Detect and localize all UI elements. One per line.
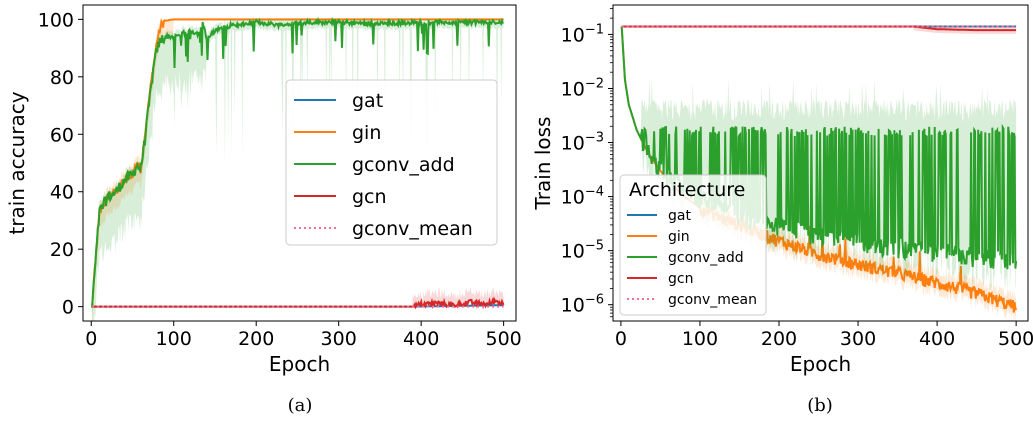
x-tick-label: 400 — [403, 328, 439, 350]
y-tick-label: 100 — [38, 9, 74, 31]
x-tick-label: 0 — [85, 328, 97, 350]
legend-label-gat: gat — [352, 90, 383, 112]
legend-box — [285, 79, 498, 246]
x-tick-label: 400 — [919, 328, 955, 350]
legend-label-gin: gin — [352, 122, 381, 144]
x-axis-label: Epoch — [790, 352, 851, 376]
y-axis-label: train accuracy — [5, 91, 29, 234]
legend-label-gconv_add: gconv_add — [668, 250, 744, 266]
x-tick-label: 100 — [682, 328, 718, 350]
series-line-gconv_add — [91, 16, 504, 308]
y-tick-label: 10−6 — [561, 293, 604, 317]
legend-label-gconv_mean: gconv_mean — [352, 218, 473, 240]
plot-area — [91, 16, 505, 321]
y-tick-label: 10−3 — [561, 131, 604, 155]
legend-label-gcn: gcn — [352, 186, 387, 208]
y-tick-label: 10−2 — [561, 76, 604, 100]
y-tick-label: 10−5 — [561, 239, 604, 263]
x-axis-label: Epoch — [269, 352, 330, 376]
legend-box — [619, 174, 767, 316]
x-tick-label: 300 — [321, 328, 357, 350]
y-axis-label: Train loss — [531, 117, 555, 211]
y-tick-label: 20 — [50, 239, 74, 261]
chart-caption: (b) — [807, 395, 833, 416]
y-tick-label: 10−1 — [561, 22, 604, 46]
series-line-gconv_add — [620, 26, 1018, 270]
x-tick-label: 100 — [156, 328, 192, 350]
axes-frame — [612, 4, 1029, 322]
legend-title: Architecture — [629, 179, 745, 201]
x-tick-label: 500 — [998, 328, 1033, 350]
y-tick-label: 60 — [50, 124, 74, 146]
legend-label-gin: gin — [668, 229, 690, 245]
x-tick-label: 200 — [238, 328, 274, 350]
series-line-gin — [91, 18, 504, 306]
legend-label-gcn: gcn — [668, 271, 693, 287]
y-tick-label: 40 — [50, 182, 74, 204]
chart-a: 0 100 200 300 400 500 0 20 40 60 80 100 Epoch train a… — [5, 4, 522, 416]
chart-b: 0 100 200 300 400 500 10−6 10−5 10−4 10−3 10−2 10−1… — [531, 4, 1033, 416]
chart-caption: (a) — [288, 395, 313, 416]
legend-label-gat: gat — [668, 208, 691, 224]
legend-label-gconv_add: gconv_add — [352, 154, 455, 176]
x-tick-label: 0 — [615, 328, 627, 350]
y-tick-label: 80 — [50, 67, 74, 89]
y-tick-label: 10−4 — [561, 185, 604, 209]
x-tick-label: 500 — [485, 328, 521, 350]
axes-frame — [82, 4, 517, 322]
x-tick-label: 300 — [840, 328, 876, 350]
legend-label-gconv_mean: gconv_mean — [668, 292, 757, 308]
x-tick-label: 200 — [761, 328, 797, 350]
y-tick-label: 0 — [62, 297, 74, 319]
